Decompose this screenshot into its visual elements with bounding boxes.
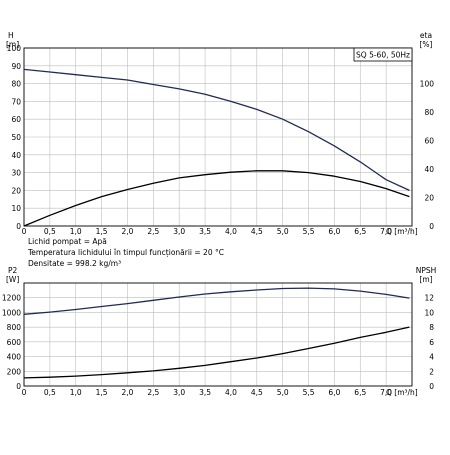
x-tick-label: 2,0 xyxy=(121,227,133,236)
y-left-tick-label: 1200 xyxy=(2,294,21,303)
y-left-tick-label: 600 xyxy=(7,338,22,347)
x-tick-label: 2,0 xyxy=(121,388,133,397)
x-tick-label: 2,5 xyxy=(147,227,159,236)
power-npsh-plot: 0 0,5 1,0 1,5 2,0 2,5 3,0 3,5 4,0 4,5 5,0 5,5 6,0 6,5… xyxy=(2,266,436,397)
y-right-tick-label: 60 xyxy=(424,137,434,146)
x-tick-label: 0 xyxy=(22,227,27,236)
y-left-axis-unit: [m] xyxy=(6,40,19,49)
x-tick-label: 3,5 xyxy=(199,388,211,397)
y-right-tick-label: 6 xyxy=(429,338,434,347)
chart-title-box xyxy=(353,47,413,62)
y-right-tick-label: 8 xyxy=(429,323,434,332)
series-line-1 xyxy=(23,170,410,227)
y-left-tick-label: 60 xyxy=(11,115,21,124)
x-tick-label: 2,5 xyxy=(147,388,159,397)
x-tick-label: 1,5 xyxy=(96,388,108,397)
chart-title: SQ 5-60, 50Hz xyxy=(356,51,410,60)
y-left-tick-label: 30 xyxy=(11,169,21,178)
y-right-tick-label: 0 xyxy=(429,382,434,391)
y-left-axis-label: H xyxy=(8,31,14,40)
x-tick-label: 7,0 xyxy=(380,388,392,397)
y-left-tick-label: 90 xyxy=(11,62,21,71)
x-tick-label: 6,0 xyxy=(328,227,340,236)
series-line-1 xyxy=(23,326,410,379)
plot-frame xyxy=(23,282,413,387)
x-tick-label: 3,0 xyxy=(173,227,185,236)
y-right-tick-label: 80 xyxy=(424,108,434,117)
x-tick-label: 6,5 xyxy=(354,388,366,397)
x-tick-label: 3,5 xyxy=(199,227,211,236)
y-right-tick-label: 20 xyxy=(424,194,434,203)
head-efficiency-plot: 0 0,5 1,0 1,5 2,0 2,5 3,0 3,5 4,0 4,5 5,0 5,5 6,0 6,5… xyxy=(6,31,434,268)
y-right-tick-label: 40 xyxy=(424,165,434,174)
y-right-tick-label: 0 xyxy=(429,222,434,231)
x-tick-label: 4,5 xyxy=(251,388,263,397)
y-left-tick-label: 200 xyxy=(7,367,22,376)
y-left-tick-label: 800 xyxy=(7,323,22,332)
y-left-tick-label: 20 xyxy=(11,186,21,195)
y-left-tick-label: 50 xyxy=(11,133,21,142)
x-tick-label: 0 xyxy=(22,388,27,397)
fluid-info-line: Temperatura lichidului în timpul funcțio… xyxy=(27,248,224,258)
x-tick-label: 0,5 xyxy=(44,227,56,236)
x-axis-label: Q [m³/h] xyxy=(386,388,418,397)
x-tick-label: 4,0 xyxy=(225,388,237,397)
y-right-axis-label: NPSH xyxy=(416,266,437,275)
y-left-tick-label: 70 xyxy=(11,97,21,106)
series-line-0 xyxy=(23,68,410,191)
y-right-tick-label: 10 xyxy=(424,308,434,317)
y-left-tick-label: 0 xyxy=(16,222,21,231)
y-right-tick-label: 4 xyxy=(429,353,434,362)
y-right-tick-label: 2 xyxy=(429,367,434,376)
x-tick-label: 6,5 xyxy=(354,227,366,236)
plot-frame xyxy=(23,47,413,227)
x-tick-label: 6,0 xyxy=(328,388,340,397)
y-right-axis-label: eta xyxy=(420,31,432,40)
x-tick-label: 5,0 xyxy=(277,388,289,397)
y-right-axis-unit: [m] xyxy=(419,275,432,284)
y-left-axis-unit: [W] xyxy=(6,275,19,284)
y-left-tick-label: 100 xyxy=(7,44,22,53)
x-tick-label: 0,5 xyxy=(44,388,56,397)
y-right-tick-label: 100 xyxy=(420,80,435,89)
y-left-tick-label: 80 xyxy=(11,80,21,89)
x-tick-label: 4,5 xyxy=(251,227,263,236)
x-tick-label: 4,0 xyxy=(225,227,237,236)
y-left-axis-label: P2 xyxy=(8,266,18,275)
x-tick-label: 3,0 xyxy=(173,388,185,397)
y-left-tick-label: 400 xyxy=(7,353,22,362)
x-tick-label: 7,0 xyxy=(380,227,392,236)
y-left-tick-label: 40 xyxy=(11,151,21,160)
y-right-axis-unit: [%] xyxy=(420,40,433,49)
y-right-tick-label: 12 xyxy=(424,294,434,303)
y-left-tick-label: 1000 xyxy=(2,308,21,317)
y-left-tick-label: 10 xyxy=(11,204,21,213)
x-tick-label: 1,0 xyxy=(70,227,82,236)
x-tick-label: 1,0 xyxy=(70,388,82,397)
fluid-info-line: Lichid pompat = Apă xyxy=(28,237,107,246)
y-left-tick-label: 0 xyxy=(16,382,21,391)
x-tick-label: 1,5 xyxy=(96,227,108,236)
x-tick-label: 5,0 xyxy=(277,227,289,236)
series-line-0 xyxy=(23,287,410,315)
x-tick-label: 5,5 xyxy=(303,388,315,397)
x-tick-label: 5,5 xyxy=(303,227,315,236)
fluid-info-line: Densitate = 998.2 kg/m³ xyxy=(28,259,121,268)
x-axis-label: Q [m³/h] xyxy=(386,227,418,236)
